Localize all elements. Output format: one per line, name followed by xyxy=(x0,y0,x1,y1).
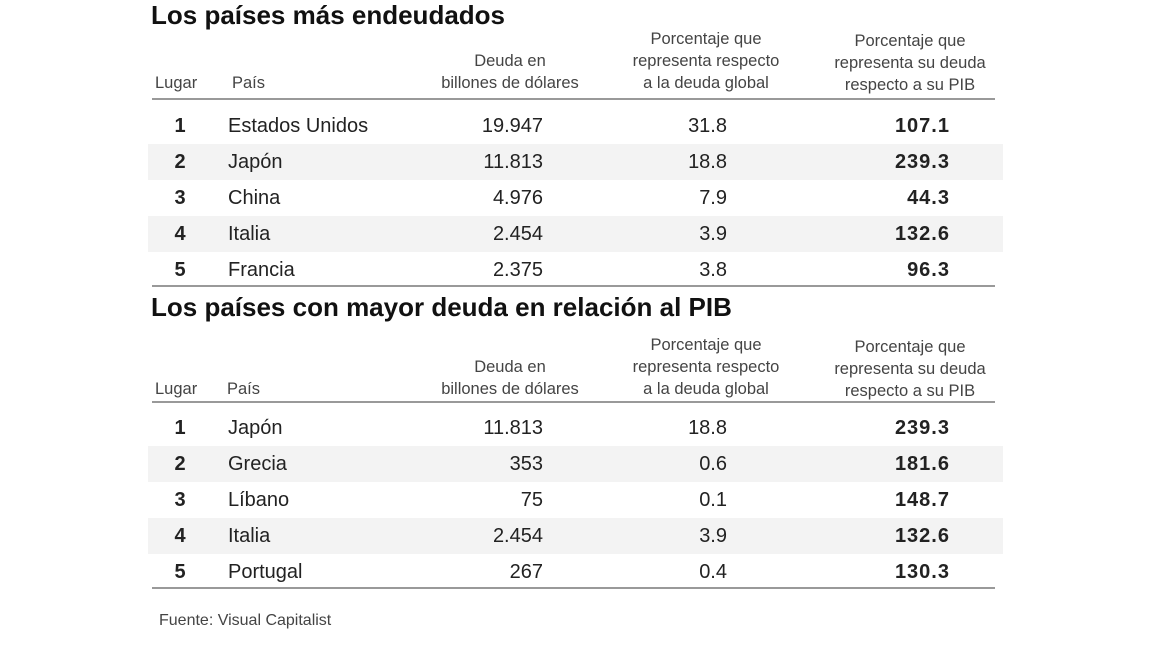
header-deuda: Deuda en billones de dólares xyxy=(441,358,579,398)
table-row: 5 Portugal 267 0.4 130.3 xyxy=(148,554,1003,590)
cell-pib: 132.6 xyxy=(894,525,950,547)
cell-lugar: 1 xyxy=(174,417,186,439)
cell-pib: 239.3 xyxy=(894,151,950,173)
header-lugar: Lugar xyxy=(155,74,198,92)
cell-deuda: 11.813 xyxy=(483,151,543,173)
cell-lugar: 4 xyxy=(174,223,186,245)
cell-lugar: 3 xyxy=(174,489,186,511)
cell-pais: Japón xyxy=(228,151,283,173)
header-pib: Porcentaje que representa su deuda respect… xyxy=(834,32,986,94)
table-bottom-rule xyxy=(152,587,995,589)
table-bottom-rule xyxy=(152,285,995,287)
cell-pais: China xyxy=(228,187,281,209)
header-divider xyxy=(152,98,995,100)
cell-pib: 96.3 xyxy=(907,259,950,281)
cell-pib: 181.6 xyxy=(894,453,950,475)
header-pais: País xyxy=(232,74,266,92)
table-title: Los países más endeudados xyxy=(151,0,506,30)
cell-global: 18.8 xyxy=(688,151,727,173)
cell-pib: 130.3 xyxy=(894,561,950,583)
cell-lugar: 3 xyxy=(174,187,186,209)
header-pais: País xyxy=(227,380,261,398)
cell-lugar: 1 xyxy=(174,115,186,137)
cell-lugar: 5 xyxy=(174,561,186,583)
cell-deuda: 4.976 xyxy=(492,187,543,209)
cell-pais: Francia xyxy=(228,259,295,281)
header-pib: Porcentaje que representa su deuda respect… xyxy=(834,338,986,400)
cell-deuda: 11.813 xyxy=(483,417,543,439)
table-row: 3 Líbano 75 0.1 148.7 xyxy=(148,482,1003,518)
cell-global: 7.9 xyxy=(699,187,727,209)
cell-pais: Japón xyxy=(228,417,283,439)
cell-pib: 239.3 xyxy=(894,417,950,439)
cell-lugar: 2 xyxy=(174,151,186,173)
cell-global: 31.8 xyxy=(688,115,727,137)
source-note: Fuente: Visual Capitalist xyxy=(159,612,332,629)
cell-lugar: 2 xyxy=(174,453,186,475)
cell-global: 0.4 xyxy=(699,561,727,583)
header-global: Porcentaje que representa respecto a la de… xyxy=(632,336,780,398)
cell-pib: 107.1 xyxy=(894,115,950,137)
cell-deuda: 2.454 xyxy=(492,223,543,245)
cell-global: 3.8 xyxy=(699,259,727,281)
cell-pais: Italia xyxy=(228,223,271,245)
table-row: 4 Italia 2.454 3.9 132.6 xyxy=(148,518,1003,554)
cell-pais: Portugal xyxy=(228,561,303,583)
table-row: 1 Japón 11.813 18.8 239.3 xyxy=(148,410,1003,446)
cell-lugar: 5 xyxy=(174,259,186,281)
table-row: 3 China 4.976 7.9 44.3 xyxy=(148,180,1003,216)
cell-global: 0.1 xyxy=(699,489,727,511)
header-lugar: Lugar xyxy=(155,380,198,398)
cell-pais: Líbano xyxy=(228,489,290,511)
cell-pib: 148.7 xyxy=(894,489,950,511)
cell-deuda: 353 xyxy=(509,453,543,475)
table-row: 4 Italia 2.454 3.9 132.6 xyxy=(148,216,1003,252)
cell-lugar: 4 xyxy=(174,525,186,547)
cell-deuda: 267 xyxy=(509,561,543,583)
cell-global: 3.9 xyxy=(699,223,727,245)
table-row: 5 Francia 2.375 3.8 96.3 xyxy=(148,252,1003,288)
table-row: 2 Japón 11.813 18.8 239.3 xyxy=(148,144,1003,180)
cell-pais: Grecia xyxy=(228,453,287,475)
cell-pib: 44.3 xyxy=(907,187,950,209)
cell-pib: 132.6 xyxy=(894,223,950,245)
cell-pais: Italia xyxy=(228,525,271,547)
header-divider xyxy=(152,401,995,403)
cell-deuda: 19.947 xyxy=(481,115,543,137)
header-deuda: Deuda en billones de dólares xyxy=(441,52,579,92)
cell-deuda: 2.375 xyxy=(492,259,543,281)
table-row: 1 Estados Unidos 19.947 31.8 107.1 xyxy=(148,108,1003,144)
cell-global: 0.6 xyxy=(699,453,727,475)
cell-deuda: 2.454 xyxy=(492,525,543,547)
cell-pais: Estados Unidos xyxy=(228,115,369,137)
cell-global: 18.8 xyxy=(688,417,727,439)
cell-global: 3.9 xyxy=(699,525,727,547)
header-global: Porcentaje que representa respecto a la de… xyxy=(632,30,780,92)
table-row: 2 Grecia 353 0.6 181.6 xyxy=(148,446,1003,482)
table-title: Los países con mayor deuda en relación a… xyxy=(151,292,732,322)
cell-deuda: 75 xyxy=(520,489,543,511)
